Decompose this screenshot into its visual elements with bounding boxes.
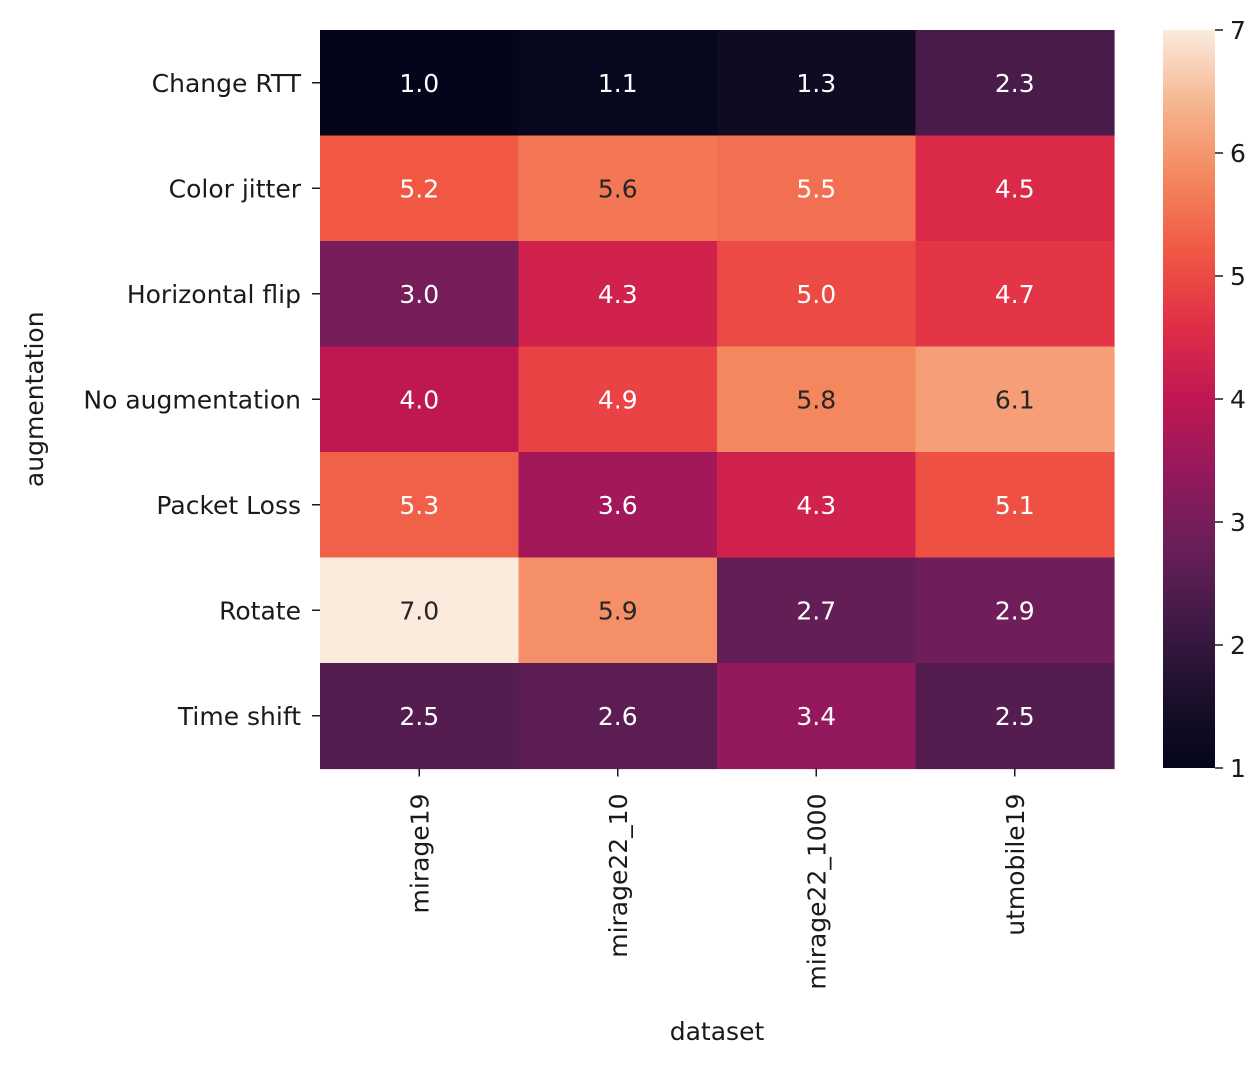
heatmap-cell bbox=[518, 346, 718, 453]
cell-value-label: 1.0 bbox=[399, 69, 439, 98]
colorbar: 1 2 3 4 5 6 7 bbox=[1163, 16, 1246, 783]
colorbar-tick-label: 6 bbox=[1230, 139, 1246, 168]
colorbar-tick-label: 5 bbox=[1230, 262, 1246, 291]
cell-value-label: 3.0 bbox=[399, 280, 439, 309]
heatmap-cell bbox=[518, 135, 718, 242]
cell-value-label: 4.7 bbox=[995, 280, 1035, 309]
heatmap-cell bbox=[320, 557, 520, 664]
x-tick-label: mirage19 bbox=[405, 794, 434, 914]
cell-value-label: 6.1 bbox=[995, 385, 1035, 414]
cell-value-label: 5.1 bbox=[995, 491, 1035, 520]
heatmap-cell bbox=[915, 346, 1115, 453]
y-tick-label: Change RTT bbox=[152, 69, 302, 98]
cell-value-label: 1.1 bbox=[598, 69, 638, 98]
heatmap-cell bbox=[320, 346, 520, 453]
heatmap-cell bbox=[518, 241, 718, 348]
cell-value-label: 3.4 bbox=[796, 702, 836, 731]
cell-value-label: 2.7 bbox=[796, 596, 836, 625]
heatmap-cell bbox=[518, 452, 718, 559]
y-tick-label: Color jitter bbox=[169, 174, 302, 203]
y-tick-label: Time shift bbox=[177, 702, 301, 731]
cell-value-label: 4.5 bbox=[995, 174, 1035, 203]
x-tick-label: utmobile19 bbox=[1001, 794, 1030, 936]
heatmap-cell bbox=[717, 346, 917, 453]
y-tick-label: Horizontal flip bbox=[127, 280, 301, 309]
x-axis-label: dataset bbox=[670, 1017, 765, 1046]
x-axis-ticks: mirage19 mirage22_10 mirage22_1000 utmobile… bbox=[405, 768, 1030, 990]
x-tick-label: mirage22_10 bbox=[604, 794, 633, 958]
cell-value-label: 5.5 bbox=[796, 174, 836, 203]
cell-value-label: 2.5 bbox=[995, 702, 1035, 731]
heatmap-cell bbox=[717, 663, 917, 770]
colorbar-tick-label: 2 bbox=[1230, 631, 1246, 660]
heatmap-cell bbox=[915, 452, 1115, 559]
cell-value-label: 2.9 bbox=[995, 596, 1035, 625]
colorbar-gradient bbox=[1163, 30, 1215, 768]
heatmap-cell bbox=[320, 135, 520, 242]
colorbar-tick-label: 4 bbox=[1230, 385, 1246, 414]
cell-value-label: 4.9 bbox=[598, 385, 638, 414]
heatmap-cell bbox=[717, 241, 917, 348]
cell-value-label: 5.9 bbox=[598, 596, 638, 625]
cell-value-label: 7.0 bbox=[399, 596, 439, 625]
cell-value-label: 1.3 bbox=[796, 69, 836, 98]
cell-value-label: 5.0 bbox=[796, 280, 836, 309]
y-tick-label: Packet Loss bbox=[156, 491, 301, 520]
cell-value-label: 3.6 bbox=[598, 491, 638, 520]
cell-value-label: 5.2 bbox=[399, 174, 439, 203]
heatmap-cell bbox=[915, 663, 1115, 770]
cell-value-label: 2.6 bbox=[598, 702, 638, 731]
colorbar-tick-label: 3 bbox=[1230, 508, 1246, 537]
heatmap-cell bbox=[320, 241, 520, 348]
heatmap-cell bbox=[320, 30, 520, 137]
heatmap-cell bbox=[717, 135, 917, 242]
x-tick-label: mirage22_1000 bbox=[802, 794, 831, 990]
y-axis-ticks: Change RTT Color jitter Horizontal flip No … bbox=[83, 69, 320, 731]
cell-value-label: 4.0 bbox=[399, 385, 439, 414]
cell-value-label: 5.6 bbox=[598, 174, 638, 203]
heatmap-cell bbox=[915, 135, 1115, 242]
colorbar-tick-label: 1 bbox=[1230, 754, 1246, 783]
heatmap-cell bbox=[518, 557, 718, 664]
heatmap-cell bbox=[915, 241, 1115, 348]
cell-value-label: 2.3 bbox=[995, 69, 1035, 98]
cell-value-label: 4.3 bbox=[796, 491, 836, 520]
y-axis-label: augmentation bbox=[20, 311, 49, 487]
heatmap-cell bbox=[518, 663, 718, 770]
cell-value-label: 4.3 bbox=[598, 280, 638, 309]
cell-value-label: 2.5 bbox=[399, 702, 439, 731]
heatmap-cell bbox=[915, 30, 1115, 137]
y-tick-label: Rotate bbox=[219, 596, 301, 625]
heatmap-cell bbox=[320, 663, 520, 770]
heatmap-cell bbox=[518, 30, 718, 137]
heatmap-cell bbox=[717, 452, 917, 559]
heatmap-cell bbox=[915, 557, 1115, 664]
heatmap-cell bbox=[320, 452, 520, 559]
heatmap-cell bbox=[717, 557, 917, 664]
cell-value-label: 5.8 bbox=[796, 385, 836, 414]
cell-value-label: 5.3 bbox=[399, 491, 439, 520]
heatmap-cell bbox=[717, 30, 917, 137]
y-tick-label: No augmentation bbox=[83, 385, 301, 414]
heatmap-cells: 1.0 1.1 1.3 2.3 5.2 5.6 5.5 4.5 3.0 4.3 5.0 4.7 4.0 4… bbox=[320, 30, 1115, 770]
colorbar-tick-label: 7 bbox=[1230, 16, 1246, 45]
